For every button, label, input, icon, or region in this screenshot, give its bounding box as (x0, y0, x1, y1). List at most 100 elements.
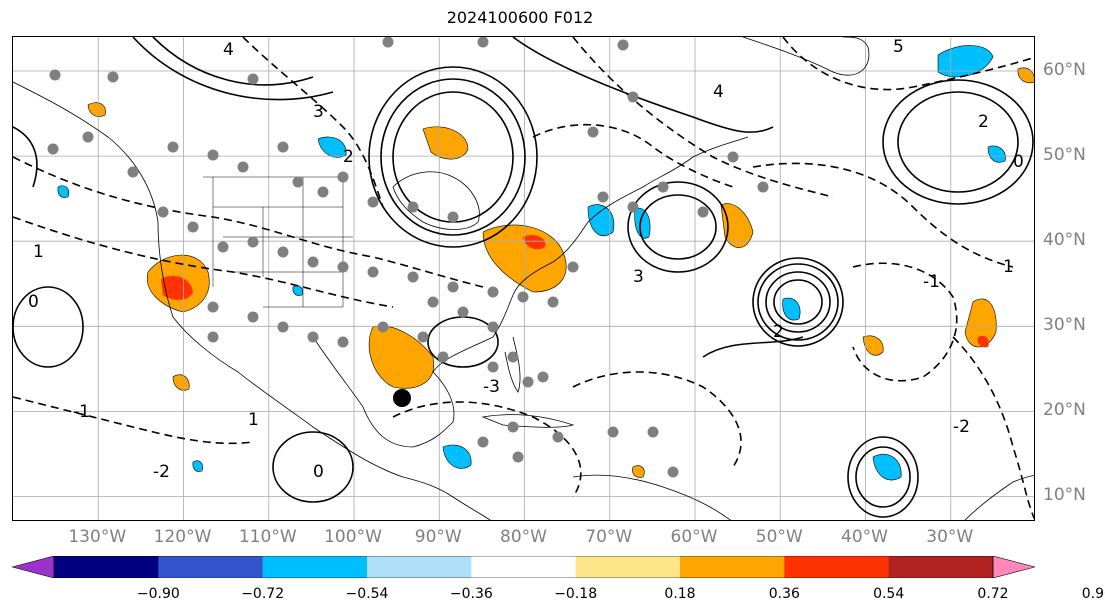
station-dot-icon (157, 206, 169, 218)
coastline-florida (504, 336, 521, 393)
contour-solid (13, 126, 38, 188)
contour-dashed (572, 371, 742, 468)
colorbar-extend-low (12, 556, 55, 578)
contour-label: 1 (1003, 257, 1014, 277)
contour-label: 4 (223, 40, 234, 60)
contour-dashed (13, 396, 254, 445)
station-dot-icon (487, 286, 499, 298)
station-dot-icon (307, 331, 319, 343)
contour-solid (272, 431, 354, 503)
station-dot-icon (667, 466, 679, 478)
colorbar-outline (53, 556, 994, 578)
contour-label: -2 (953, 417, 970, 437)
shade-region (587, 204, 615, 237)
contour-solid (512, 37, 774, 133)
longitude-label: 60°W (670, 527, 718, 547)
longitude-label: 50°W (755, 527, 803, 547)
station-dot-icon (407, 201, 419, 213)
shade-region (872, 453, 902, 481)
station-dot-icon (507, 351, 519, 363)
longitude-label: 100°W (324, 527, 382, 547)
shade-region (937, 45, 994, 78)
station-dot-icon (757, 181, 769, 193)
coastline-north-america-west (13, 81, 491, 520)
station-dot-icon (217, 241, 229, 253)
station-dot-icon (277, 246, 289, 258)
station-dot-icon (337, 261, 349, 273)
station-dot-icon (127, 166, 139, 178)
station-dot-icon (477, 37, 489, 48)
shade-region (720, 203, 754, 248)
station-dot-icon (292, 176, 304, 188)
longitude-label: 80°W (500, 527, 547, 547)
colorbar-segment (680, 556, 785, 578)
longitude-label: 130°W (68, 527, 127, 547)
contour-solid (773, 279, 823, 325)
station-dot-icon (382, 37, 394, 48)
shade-region (368, 325, 435, 389)
shade-region (862, 335, 884, 356)
colorbar-extend-high (992, 556, 1035, 578)
station-dot-icon (437, 351, 449, 363)
contour-solid (13, 286, 84, 368)
station-dot-icon (522, 376, 534, 388)
station-dot-icon (727, 151, 739, 163)
station-dot-icon (567, 261, 579, 273)
cool-shading (57, 45, 1006, 481)
large-black-dot-icon[interactable] (393, 389, 411, 407)
contour-solid (132, 37, 334, 101)
station-dot-icon (207, 301, 219, 313)
contour-dashed (392, 401, 582, 498)
contour-dashed (782, 37, 1034, 91)
colorbar-segment (54, 556, 159, 578)
colorbar-tick-label: 0.72 (977, 586, 1009, 602)
contour-solid (702, 336, 804, 358)
station-dot-icon (377, 321, 389, 333)
shade-region (964, 298, 997, 348)
station-dot-icon (277, 321, 289, 333)
coastlines (13, 37, 1034, 520)
contour-label: 1 (33, 242, 44, 262)
station-dot-icon (457, 306, 469, 318)
colorbar-segment (367, 556, 472, 578)
station-dot-icon (477, 436, 489, 448)
contour-solid (380, 78, 526, 236)
station-dot-icon (207, 149, 219, 161)
shade-region (987, 145, 1006, 163)
colorbar-tick-label: 0.36 (768, 586, 800, 602)
contour-label: 3 (633, 267, 644, 287)
shade-region (977, 335, 989, 348)
contour-solid (752, 257, 844, 347)
station-dot-icon (487, 321, 499, 333)
station-dot-icon (207, 331, 219, 343)
coastline-south-america (572, 474, 731, 520)
contour-dashed (242, 37, 384, 208)
latitude-label: 30°N (1043, 315, 1086, 336)
shade-region (782, 297, 801, 321)
contour-dashed (752, 162, 1014, 268)
contour-label: -1 (73, 402, 90, 422)
contour-solid (152, 37, 314, 86)
station-dot-icon (367, 266, 379, 278)
colorbar-tick-label: −0.72 (241, 586, 285, 602)
contour-label: 0 (1013, 152, 1024, 172)
colorbar-tick-label: 0.18 (664, 586, 696, 602)
station-dot-icon (627, 201, 639, 213)
station-dot-icon (337, 171, 349, 183)
contour-labels: 4 3 2 1 0 -1 -2 -3 4 5 2 1 0 -1 -2 3 2 1 0 (28, 37, 1024, 482)
shade-region (442, 444, 472, 469)
gray-station-dots-icon (47, 37, 769, 478)
contour-label: 2 (343, 147, 354, 167)
contour-label: 2 (978, 112, 989, 132)
contour-dashed (852, 262, 958, 382)
contour-dashed (13, 156, 484, 288)
colorbar-segment (262, 556, 368, 578)
colorbar-segment (575, 556, 681, 578)
station-dot-icon (337, 336, 349, 348)
map-panel[interactable]: 4 3 2 1 0 -1 -2 -3 4 5 2 1 0 -1 -2 3 2 1 0 (12, 36, 1035, 521)
coastline-hudson (392, 171, 480, 230)
station-dot-icon (517, 291, 529, 303)
colorbar-segment (158, 556, 264, 578)
longitude-label: 40°W (841, 527, 888, 547)
colorbar-tick-label: −0.36 (449, 586, 493, 602)
